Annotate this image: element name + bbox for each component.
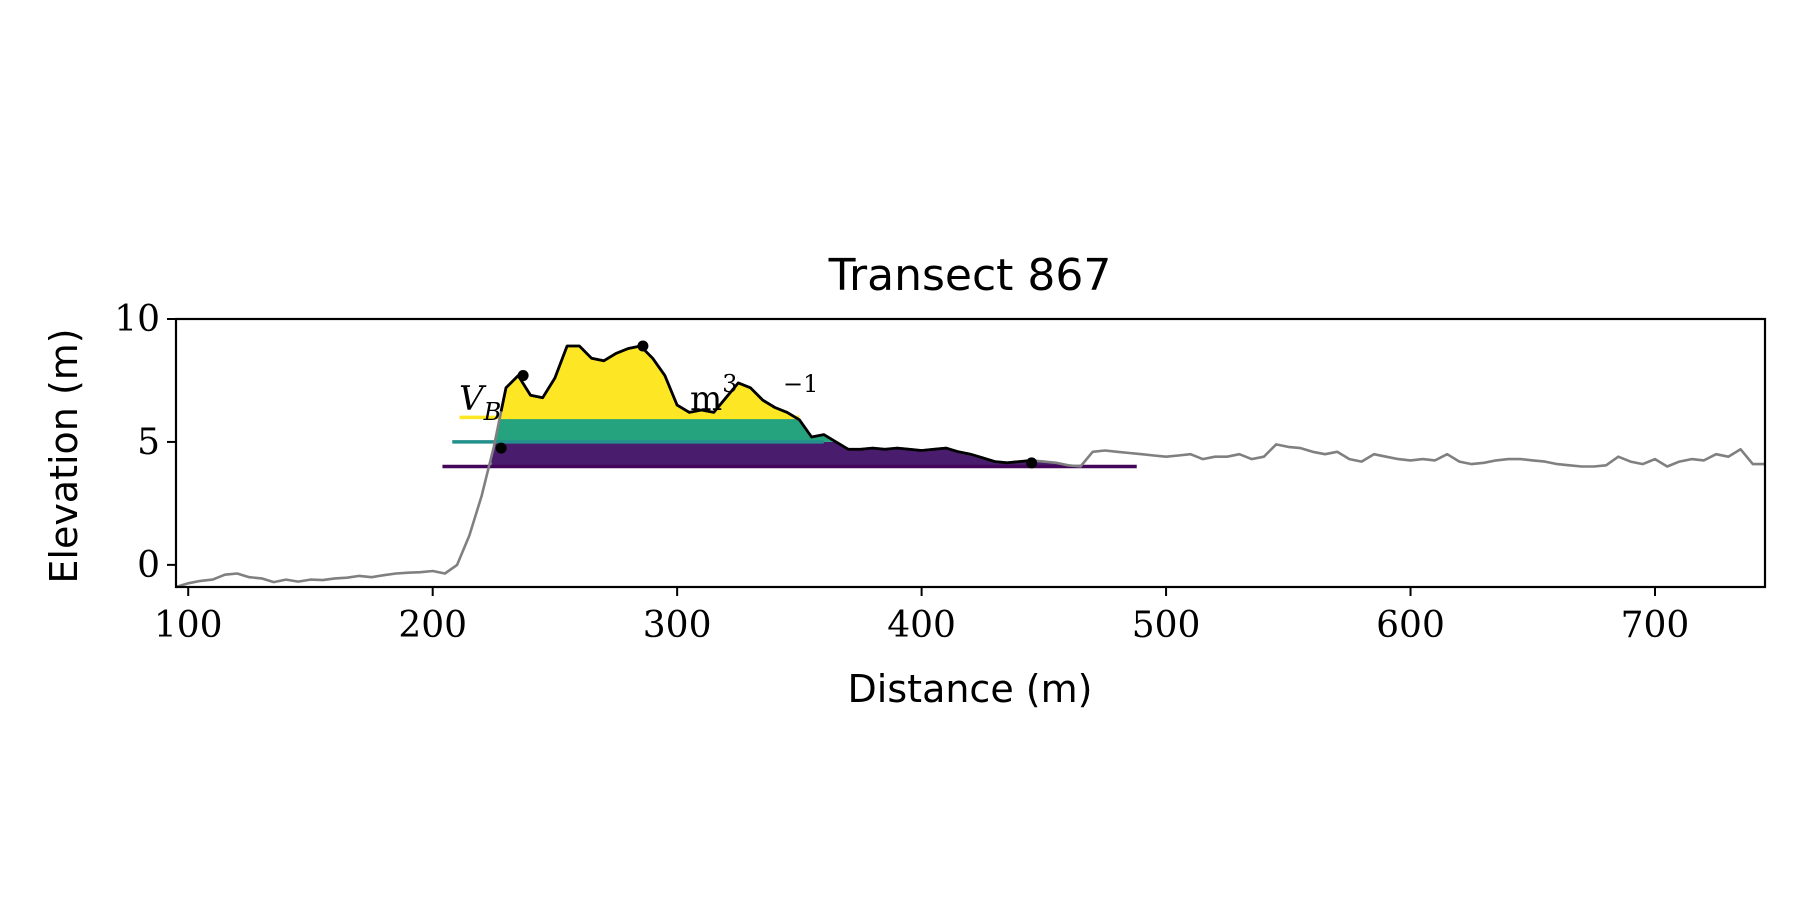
profile-marker-3 (637, 340, 649, 352)
x-tick-label: 300 (643, 605, 712, 646)
fill-band-high (501, 346, 795, 418)
fill-band-mid (496, 417, 834, 442)
annotation-subscript: B (483, 398, 502, 426)
x-tick-label: 200 (398, 605, 467, 646)
y-tick-label: 10 (114, 299, 160, 340)
x-tick-label: 100 (154, 605, 223, 646)
profile-markers (495, 340, 1038, 469)
axes-frame (174, 317, 1767, 589)
annotation-superscript-1: 3 (722, 370, 737, 398)
y-axis-label: Elevation (m) (42, 328, 86, 583)
y-tick-label: 0 (137, 545, 160, 586)
annotation-unit: m (690, 379, 722, 419)
plot-area (175, 340, 1765, 589)
profile-marker-4 (1026, 457, 1038, 469)
chart-title: Transect 867 (828, 250, 1112, 301)
annotation-symbol: V (459, 379, 487, 419)
profile-marker-1 (495, 442, 507, 454)
x-tick-label: 700 (1621, 605, 1690, 646)
volume-annotation: VB m3 −1 (459, 361, 818, 429)
x-tick-label: 400 (887, 605, 956, 646)
profile-line-focus (499, 344, 1032, 465)
y-axis-ticks: 0 5 10 (114, 299, 176, 586)
level-lines (442, 415, 1137, 469)
profile-marker-2 (517, 370, 529, 382)
x-tick-label: 600 (1376, 605, 1445, 646)
fill-band-low (491, 441, 1079, 467)
x-axis-label: Distance (m) (848, 667, 1093, 711)
level-fills (491, 346, 1079, 467)
y-tick-label: 5 (137, 422, 160, 463)
profile-lines (175, 344, 1765, 589)
annotation-superscript-2: −1 (783, 370, 818, 398)
x-axis-ticks: 100 200 300 400 500 600 700 (154, 587, 1689, 646)
x-tick-label: 500 (1132, 605, 1201, 646)
